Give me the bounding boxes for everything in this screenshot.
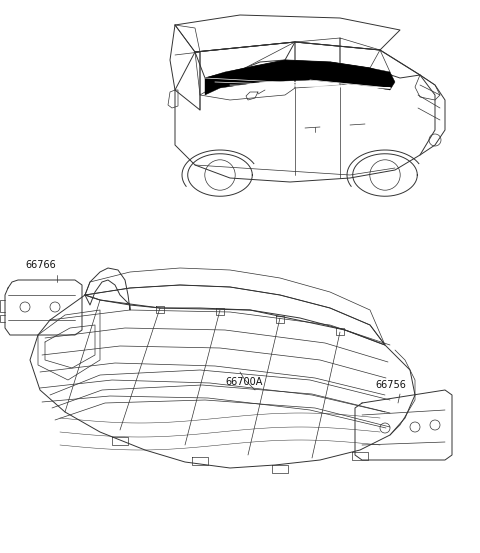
Text: 66700A: 66700A	[225, 377, 263, 387]
Text: 66756: 66756	[375, 380, 406, 390]
Polygon shape	[205, 60, 395, 95]
Text: 66766: 66766	[25, 260, 56, 270]
